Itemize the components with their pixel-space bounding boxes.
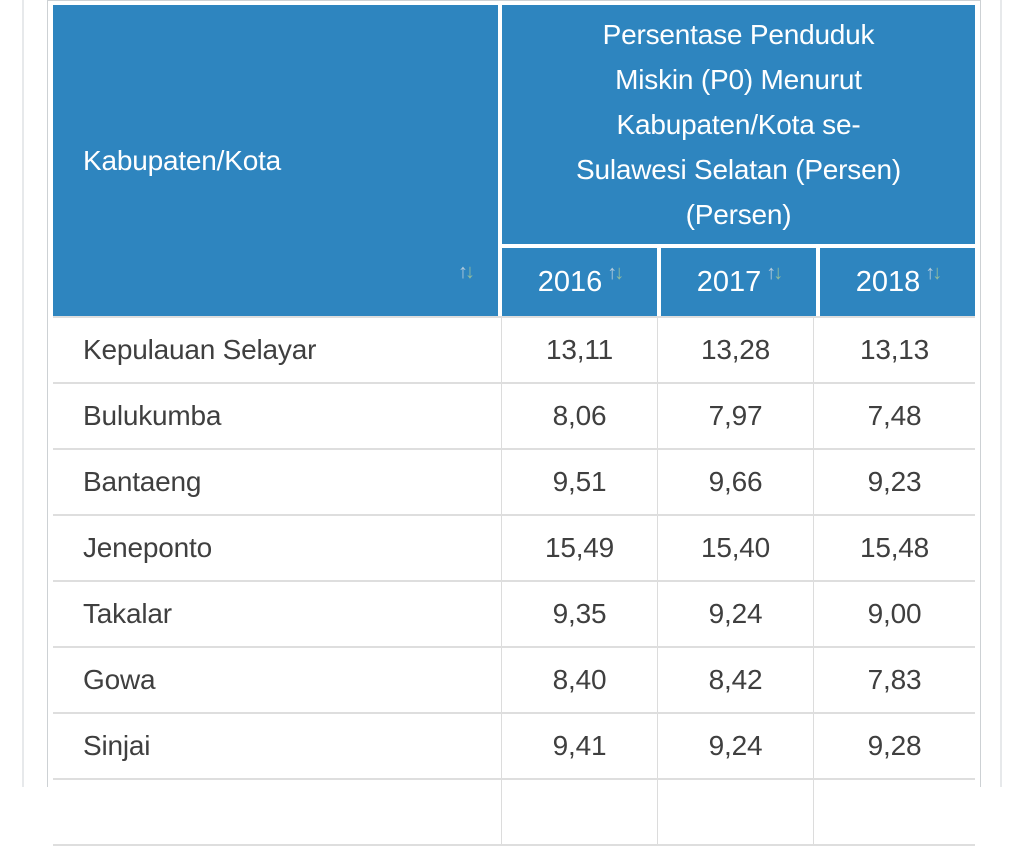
row-value-cell: 7,48 <box>867 400 922 431</box>
year-header-label: 2018 <box>855 265 921 298</box>
sort-desc-icon: ↓ <box>773 262 783 284</box>
sort-desc-icon: ↓ <box>465 261 475 283</box>
row-value-cell: 9,66 <box>658 450 814 514</box>
table-body: Kepulauan Selayar 13,11 13,28 13,13 Bulu… <box>53 316 975 846</box>
row-name-cell: Jeneponto <box>53 516 502 580</box>
row-name-cell <box>53 780 502 844</box>
sort-icons: ↑ ↓ <box>458 261 475 283</box>
row-value-cell: 13,11 <box>502 318 658 382</box>
row-name-cell: Bulukumba <box>53 384 502 448</box>
year-header-label: 2016 <box>537 265 603 298</box>
table-header: Kabupaten/Kota ↑ ↓ Persentase Penduduk Mi… <box>53 5 975 316</box>
table-row: Bulukumba 8,06 7,97 7,48 <box>53 384 975 450</box>
row-value-cell: 8,42 <box>658 648 814 712</box>
table-title-line: Persentase Penduduk <box>602 19 875 50</box>
sort-asc-icon: ↑ <box>458 261 468 283</box>
table-row: Jeneponto 15,49 15,40 15,48 <box>53 516 975 582</box>
sort-asc-icon: ↑ <box>766 262 776 284</box>
row-value-cell: 7,97 <box>658 384 814 448</box>
content-panel: Kabupaten/Kota ↑ ↓ Persentase Penduduk Mi… <box>22 0 1002 846</box>
row-value-cell: 8,40 <box>502 648 658 712</box>
row-value-cell: 9,41 <box>502 714 658 778</box>
table-row: Takalar 9,35 9,24 9,00 <box>53 582 975 648</box>
table-row <box>53 780 975 846</box>
column-header-2016[interactable]: 2016 ↑ ↓ <box>502 248 657 316</box>
row-value-cell: 15,40 <box>658 516 814 580</box>
row-name-cell: Kepulauan Selayar <box>53 318 502 382</box>
sort-icons: ↑ ↓ <box>766 262 783 284</box>
sort-icons: ↑ ↓ <box>607 262 624 284</box>
sort-icons: ↑ ↓ <box>925 262 942 284</box>
table-row: Sinjai 9,41 9,24 9,28 <box>53 714 975 780</box>
kabupaten-kota-header-label: Kabupaten/Kota <box>83 144 282 176</box>
year-header-label: 2017 <box>696 265 762 298</box>
row-value-cell: 8,06 <box>502 384 658 448</box>
row-value-cell: 9,00 <box>867 598 922 629</box>
table-row: Kepulauan Selayar 13,11 13,28 13,13 <box>53 318 975 384</box>
year-header-row: 2016 ↑ ↓ 2017 ↑ ↓ 2018 ↑ ↓ <box>502 248 975 316</box>
row-name-cell: Gowa <box>53 648 502 712</box>
sort-asc-icon: ↑ <box>925 262 935 284</box>
row-value-cell: 13,13 <box>859 334 930 365</box>
table-title-line: Kabupaten/Kota se- <box>616 109 861 140</box>
row-value-cell <box>502 780 658 844</box>
sort-desc-icon: ↓ <box>614 262 624 284</box>
table-row: Bantaeng 9,51 9,66 9,23 <box>53 450 975 516</box>
row-value-cell: 9,28 <box>867 730 922 761</box>
row-name-cell: Sinjai <box>53 714 502 778</box>
column-header-2017[interactable]: 2017 ↑ ↓ <box>661 248 816 316</box>
row-name-cell: Bantaeng <box>53 450 502 514</box>
table-title-line: (Persen) <box>685 199 792 230</box>
row-name-cell: Takalar <box>53 582 502 646</box>
row-value-cell: 7,83 <box>867 664 922 695</box>
row-value-cell: 9,51 <box>502 450 658 514</box>
column-header-kabupaten-kota[interactable]: Kabupaten/Kota ↑ ↓ <box>53 5 498 316</box>
row-value-cell: 15,48 <box>859 532 930 563</box>
table-title-line: Sulawesi Selatan (Persen) <box>576 154 901 185</box>
table-title-header: Persentase Penduduk Miskin (P0) Menurut … <box>502 5 975 244</box>
sort-desc-icon: ↓ <box>932 262 942 284</box>
column-header-2018[interactable]: 2018 ↑ ↓ <box>820 248 975 316</box>
row-value-cell: 13,28 <box>658 318 814 382</box>
row-value-cell: 9,23 <box>867 466 922 497</box>
header-right-group: Persentase Penduduk Miskin (P0) Menurut … <box>502 5 975 316</box>
table-row: Gowa 8,40 8,42 7,83 <box>53 648 975 714</box>
row-value-cell <box>658 780 814 844</box>
row-value-cell: 15,49 <box>502 516 658 580</box>
row-value-cell: 9,24 <box>658 714 814 778</box>
row-value-cell <box>814 780 975 844</box>
table-title-line: Miskin (P0) Menurut <box>615 64 862 95</box>
sort-asc-icon: ↑ <box>607 262 617 284</box>
row-value-cell: 9,35 <box>502 582 658 646</box>
row-value-cell: 9,24 <box>658 582 814 646</box>
poverty-table: Kabupaten/Kota ↑ ↓ Persentase Penduduk Mi… <box>47 0 981 846</box>
